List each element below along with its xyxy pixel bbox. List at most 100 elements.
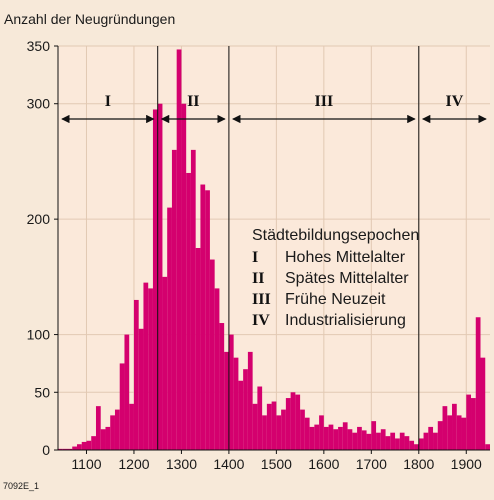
histogram-bar-25 <box>176 49 182 450</box>
histogram-bar-24 <box>171 149 177 450</box>
histogram-bar-19 <box>148 288 153 450</box>
histogram-bar-13 <box>119 363 125 450</box>
x-tick-label-2: 1300 <box>166 456 197 472</box>
y-tick-label-1: 50 <box>34 384 50 400</box>
histogram-bar-26 <box>181 103 187 450</box>
histogram-bar-43 <box>262 415 267 450</box>
histogram-bar-27 <box>186 172 191 450</box>
histogram-bar-78 <box>428 426 434 450</box>
x-tick-label-6: 1700 <box>356 456 387 472</box>
histogram-bar-76 <box>418 438 424 450</box>
histogram-bar-53 <box>309 426 315 450</box>
histogram-bar-64 <box>361 430 367 450</box>
x-axis-tick-labels: 1100 1200 1300 1400 1500 1600 1700 1800 1900 <box>71 450 482 472</box>
histogram-bar-3 <box>72 446 77 450</box>
histogram-bar-17 <box>138 328 144 450</box>
histogram-bar-68 <box>380 429 386 450</box>
legend-label-1: Hohes Mittelalter <box>285 249 406 266</box>
histogram-bar-49 <box>290 392 296 450</box>
histogram-bar-29 <box>195 248 201 450</box>
histogram-bar-50 <box>295 394 301 450</box>
x-tick-label-1: 1200 <box>118 456 149 472</box>
epoch-arrows: I II III IV <box>61 93 487 124</box>
histogram-bar-34 <box>219 323 225 450</box>
histogram-bar-90 <box>485 444 490 450</box>
chart-title: Anzahl der Neugründungen <box>4 11 175 27</box>
histogram-bar-16 <box>133 299 139 450</box>
plot-area <box>58 46 490 450</box>
histogram-bar-45 <box>271 401 277 450</box>
histogram-bar-44 <box>266 403 272 450</box>
histogram-bar-86 <box>466 394 472 450</box>
histogram-bar-2 <box>67 448 73 450</box>
histogram-bar-9 <box>100 429 106 450</box>
histogram-bar-32 <box>209 259 215 450</box>
histogram-bar-72 <box>399 432 405 450</box>
histogram-bar-14 <box>124 334 130 450</box>
histogram-bar-70 <box>390 432 396 450</box>
histogram-bar-31 <box>205 190 210 451</box>
histogram-bar-6 <box>86 440 92 450</box>
histogram-bar-1 <box>62 448 68 450</box>
legend-numeral-3: III <box>252 291 271 308</box>
histogram-bar-30 <box>200 184 206 450</box>
x-tick-label-4: 1500 <box>261 456 292 472</box>
legend-title: Städtebildungsepochen <box>252 227 419 244</box>
histogram-bar-40 <box>247 351 253 450</box>
histogram-bar-5 <box>81 441 87 450</box>
histogram-bar-39 <box>243 369 248 450</box>
histogram-bar-35 <box>224 351 229 450</box>
x-tick-label-0: 1100 <box>71 456 101 472</box>
histogram-bar-55 <box>319 415 324 450</box>
legend-numeral-4: IV <box>252 312 270 329</box>
histogram-bar-60 <box>342 422 348 450</box>
histogram-bar-84 <box>456 415 462 450</box>
histogram-bar-61 <box>347 429 353 450</box>
histogram-bar-89 <box>480 357 486 450</box>
histogram-bar-46 <box>276 415 282 450</box>
histogram-bar-42 <box>257 386 263 450</box>
y-tick-label-5: 350 <box>27 38 51 54</box>
y-tick-label-4: 300 <box>27 96 51 112</box>
histogram-bar-71 <box>395 438 400 450</box>
histogram-bar-82 <box>447 415 453 450</box>
histogram-bar-69 <box>385 436 391 450</box>
histogram-bar-41 <box>252 403 258 450</box>
y-tick-label-2: 100 <box>27 327 51 343</box>
histogram-bar-85 <box>461 417 467 450</box>
histogram-bar-83 <box>452 403 457 450</box>
y-tick-label-3: 200 <box>27 211 51 227</box>
x-tick-label-5: 1600 <box>308 456 339 472</box>
epoch-label-3: III <box>315 93 334 110</box>
histogram-bar-81 <box>442 406 448 450</box>
histogram-bar-4 <box>76 444 82 450</box>
epoch-label-1: I <box>105 93 111 110</box>
histogram-bar-52 <box>304 417 310 450</box>
histogram-bar-10 <box>105 426 111 450</box>
x-tick-label-8: 1900 <box>451 456 482 472</box>
histogram-bar-51 <box>300 409 305 450</box>
epoch-label-4: IV <box>446 93 464 110</box>
y-axis-tick-labels: 0 50 100 200 300 350 <box>27 38 58 458</box>
histogram-bar-47 <box>281 409 286 450</box>
histogram-bar-12 <box>114 409 120 450</box>
histogram-bar-63 <box>357 426 362 450</box>
histogram-bar-7 <box>91 436 96 450</box>
histogram-bar-80 <box>437 421 443 450</box>
x-tick-label-3: 1400 <box>213 456 244 472</box>
legend-numeral-2: II <box>252 270 264 287</box>
histogram-bar-57 <box>328 424 334 450</box>
x-tick-label-7: 1800 <box>403 456 434 472</box>
histogram-bar-0 <box>58 448 63 450</box>
histogram-bar-75 <box>414 444 419 450</box>
histogram-bar-59 <box>338 426 343 450</box>
y-tick-label-0: 0 <box>42 442 50 458</box>
histogram-bar-21 <box>157 103 163 450</box>
legend-label-3: Frühe Neuzeit <box>285 291 386 308</box>
histogram-bar-62 <box>352 432 358 450</box>
histogram-bar-79 <box>433 432 438 450</box>
histogram-bar-74 <box>409 440 415 450</box>
histogram-bar-15 <box>129 403 134 450</box>
